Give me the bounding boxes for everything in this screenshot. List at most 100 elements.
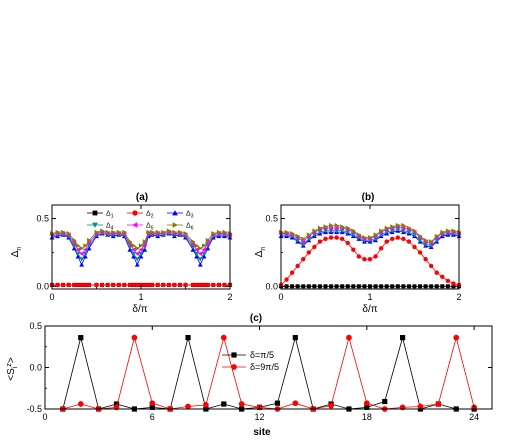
data-point — [445, 284, 450, 289]
data-point — [99, 282, 105, 288]
data-point — [113, 401, 120, 407]
data-point — [351, 247, 356, 252]
data-point — [75, 251, 81, 257]
data-point — [345, 240, 350, 246]
data-point — [131, 251, 136, 257]
legend-marker — [92, 222, 98, 228]
data-point — [417, 250, 423, 255]
data-point — [284, 229, 289, 235]
data-point — [295, 284, 300, 289]
y-tick-label: 0.5 — [265, 214, 278, 224]
data-point — [412, 228, 417, 234]
legend: Δ1 Δ2 Δ3 Δ4 Δ5 Δ6 — [87, 210, 194, 232]
data-point — [105, 229, 111, 235]
x-tick-label: 0 — [278, 292, 283, 302]
data-point — [323, 224, 328, 230]
data-point — [135, 245, 140, 251]
legend-item: Δ3 — [167, 210, 194, 220]
data-point — [373, 232, 378, 238]
data-point — [428, 263, 434, 269]
data-point — [135, 282, 140, 288]
legend-item: Δ5 — [127, 222, 154, 232]
panel-b-ylabel: Δn — [254, 247, 267, 258]
data-point — [75, 243, 81, 249]
data-point — [328, 402, 334, 409]
data-point — [198, 245, 203, 251]
data-point — [161, 229, 166, 235]
series-Δ6 — [279, 222, 462, 244]
data-point — [86, 245, 92, 251]
data-point — [395, 284, 400, 289]
data-point — [429, 284, 434, 289]
data-point — [345, 284, 350, 289]
data-point — [362, 235, 367, 240]
data-point — [373, 254, 378, 259]
data-point — [345, 225, 351, 231]
data-point — [390, 284, 395, 289]
data-point — [401, 222, 406, 228]
data-point — [134, 257, 140, 262]
data-point — [222, 229, 227, 235]
legend-item: δ=π/5 — [222, 350, 274, 360]
data-point — [198, 282, 203, 288]
x-tick-label: 0 — [42, 412, 47, 422]
data-point — [86, 240, 92, 246]
data-point — [139, 243, 144, 249]
data-point — [351, 284, 356, 289]
data-point — [216, 229, 222, 235]
data-point — [379, 284, 384, 289]
data-point — [86, 282, 92, 288]
data-point — [384, 239, 389, 244]
data-point — [61, 229, 66, 235]
data-point — [194, 251, 200, 257]
data-point — [363, 400, 370, 407]
data-point — [395, 235, 401, 240]
legend-item: Δ4 — [87, 223, 114, 232]
data-point — [75, 282, 81, 288]
data-point — [284, 284, 289, 289]
data-point — [138, 247, 143, 253]
data-point — [451, 284, 456, 289]
data-point — [194, 254, 200, 259]
legend-label: Δ2 — [146, 211, 154, 220]
data-point — [201, 254, 207, 259]
data-point — [131, 243, 136, 249]
data-point — [346, 334, 352, 341]
data-point — [185, 335, 191, 341]
data-point — [72, 282, 77, 288]
data-point — [72, 237, 77, 243]
data-point — [400, 335, 406, 341]
data-point — [400, 225, 406, 231]
data-point — [142, 239, 148, 244]
data-point — [110, 282, 116, 288]
data-point — [300, 239, 306, 244]
data-point — [306, 232, 312, 238]
data-point — [166, 228, 172, 234]
legend: δ=π/5 δ=9π/5 — [222, 350, 279, 372]
data-point — [440, 284, 445, 289]
data-point — [401, 236, 406, 242]
panel-b-title: (b) — [362, 192, 375, 203]
data-point — [451, 228, 456, 234]
data-point — [138, 251, 144, 257]
data-point — [202, 243, 207, 249]
data-point — [382, 398, 388, 405]
data-point — [406, 284, 411, 289]
data-point — [412, 284, 417, 289]
x-tick-label: 0 — [49, 292, 54, 302]
data-point — [221, 401, 227, 407]
data-point — [323, 284, 328, 289]
data-point — [75, 254, 81, 259]
data-point — [329, 284, 334, 289]
data-point — [94, 229, 99, 235]
legend-label: Δ4 — [106, 223, 114, 232]
data-point — [131, 247, 136, 253]
data-point — [220, 334, 227, 341]
panel-c-xlabel: site — [253, 427, 271, 438]
panel-c-title: (c) — [250, 313, 262, 324]
data-point — [440, 229, 445, 235]
data-point — [356, 232, 362, 238]
data-point — [194, 282, 199, 288]
data-point — [197, 257, 203, 262]
data-point — [453, 334, 460, 341]
